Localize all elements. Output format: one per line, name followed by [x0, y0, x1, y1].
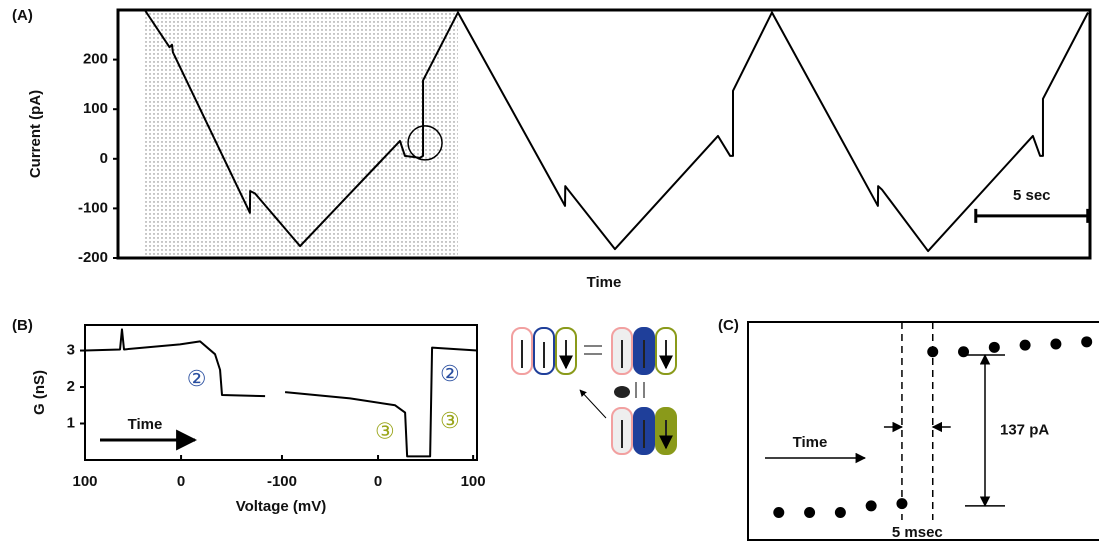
channel-scheme: [512, 328, 676, 454]
scale-bar-label: 5 sec: [1013, 187, 1051, 204]
x-axis-label: Voltage (mV): [236, 498, 327, 515]
point: [1020, 340, 1031, 351]
x-tick-label: 100: [461, 473, 486, 490]
state-label: ②: [440, 361, 460, 386]
y-tick-label: 1: [67, 414, 75, 431]
scale-bar: [976, 209, 1088, 223]
x-tick-label: -100: [267, 473, 297, 490]
point: [989, 342, 1000, 353]
point: [866, 500, 877, 511]
panel-label: (B): [12, 317, 33, 334]
state-label: ②: [187, 366, 207, 391]
trace: [85, 329, 477, 456]
point: [1050, 339, 1061, 350]
x-axis-label: Time: [587, 274, 622, 291]
y-tick-label: -200: [78, 249, 108, 266]
state-label: ③: [375, 418, 395, 443]
y-axis-label: G (nS): [31, 370, 48, 415]
y-tick-label: 200: [83, 51, 108, 68]
y-tick-label: 100: [83, 100, 108, 117]
y-tick-label: 0: [100, 150, 108, 167]
arrow-label: Time: [793, 434, 828, 451]
y-tick-label: 2: [67, 378, 75, 395]
y-axis-label: Current (pA): [27, 90, 44, 178]
point: [804, 507, 815, 518]
x-tick-label: 0: [177, 473, 185, 490]
point: [835, 507, 846, 518]
point: [773, 507, 784, 518]
y-tick-label: -100: [78, 199, 108, 216]
arrow-label: Time: [128, 416, 163, 433]
page: {"chart_data":[ {"type":"line","panel":"…: [0, 0, 1099, 542]
x-tick-label: 0: [374, 473, 382, 490]
interval-label: 5 msec: [892, 524, 943, 541]
y-tick-label: 3: [67, 342, 75, 359]
panel-label: (A): [12, 7, 33, 24]
point: [1081, 336, 1092, 347]
panel-label: (C): [718, 317, 739, 334]
state-label: ③: [440, 408, 460, 433]
step-label: 137 pA: [1000, 421, 1049, 438]
figure: (A)-200-1000100200Current (pA)Time5 sec(…: [0, 0, 1099, 542]
x-tick-label: 100: [72, 473, 97, 490]
